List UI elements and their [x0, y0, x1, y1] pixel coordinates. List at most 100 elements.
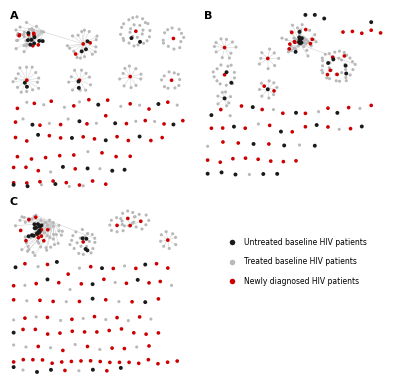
Point: [305, 39, 311, 45]
Point: [90, 296, 96, 302]
Point: [33, 314, 39, 320]
Point: [297, 39, 304, 45]
Point: [294, 25, 301, 31]
Point: [30, 87, 36, 93]
Point: [32, 214, 39, 220]
Point: [296, 39, 302, 45]
Point: [292, 46, 299, 52]
Point: [88, 358, 94, 364]
Point: [58, 317, 64, 324]
Point: [291, 39, 298, 45]
Point: [56, 222, 62, 228]
Point: [80, 41, 86, 47]
Point: [68, 74, 74, 80]
Point: [81, 329, 88, 335]
Point: [48, 169, 54, 175]
Point: [298, 36, 304, 42]
Point: [68, 237, 75, 243]
Point: [133, 28, 139, 34]
Point: [161, 73, 167, 79]
Point: [10, 359, 17, 365]
Point: [127, 222, 133, 228]
Point: [29, 64, 35, 70]
Point: [215, 101, 221, 107]
Point: [88, 264, 94, 270]
Point: [298, 37, 304, 43]
Point: [24, 77, 30, 83]
Point: [22, 80, 28, 86]
Point: [148, 138, 154, 144]
Point: [223, 36, 230, 42]
Point: [63, 299, 70, 305]
Point: [266, 95, 272, 101]
Point: [40, 38, 46, 44]
Point: [33, 225, 40, 231]
Point: [35, 222, 41, 228]
Point: [265, 86, 271, 92]
Point: [76, 99, 83, 105]
Point: [276, 55, 282, 62]
Point: [217, 159, 224, 165]
Text: C: C: [10, 196, 18, 207]
Point: [136, 211, 142, 217]
Point: [330, 55, 337, 61]
Point: [42, 155, 49, 161]
Point: [302, 110, 309, 117]
Point: [44, 331, 51, 337]
Point: [146, 106, 152, 112]
Point: [129, 299, 135, 305]
Point: [38, 182, 45, 188]
Point: [102, 297, 109, 303]
Point: [347, 55, 353, 61]
Point: [292, 49, 299, 55]
Point: [349, 28, 356, 34]
Point: [35, 221, 41, 227]
Point: [358, 30, 365, 36]
Point: [84, 38, 91, 44]
Point: [342, 62, 348, 68]
Point: [34, 229, 40, 235]
Point: [36, 38, 42, 44]
Point: [288, 47, 294, 53]
Point: [164, 359, 171, 365]
Point: [349, 58, 356, 65]
Point: [14, 105, 21, 112]
Point: [299, 38, 306, 44]
Point: [333, 71, 339, 77]
Point: [266, 122, 273, 128]
Point: [231, 75, 238, 81]
Point: [68, 358, 74, 364]
Point: [271, 88, 277, 94]
Point: [168, 77, 175, 83]
Point: [289, 29, 295, 36]
Point: [298, 34, 304, 40]
Point: [69, 33, 76, 39]
Point: [120, 70, 126, 76]
Point: [165, 43, 172, 49]
Point: [106, 327, 112, 333]
Point: [31, 34, 38, 40]
Point: [24, 89, 30, 95]
Point: [28, 36, 34, 42]
Point: [250, 104, 256, 110]
Point: [26, 246, 32, 253]
Point: [23, 238, 29, 244]
Point: [118, 326, 125, 332]
Point: [164, 27, 171, 33]
Point: [138, 76, 144, 82]
Point: [325, 105, 331, 111]
Point: [178, 30, 185, 36]
Point: [26, 36, 32, 42]
Point: [30, 37, 36, 43]
Point: [69, 328, 76, 334]
Point: [114, 134, 120, 140]
Point: [73, 229, 79, 235]
Point: [121, 167, 128, 173]
Point: [134, 344, 140, 350]
Point: [327, 60, 333, 66]
Point: [83, 46, 89, 52]
Point: [222, 89, 229, 95]
Point: [350, 66, 356, 73]
Point: [46, 133, 52, 139]
Point: [168, 282, 175, 288]
